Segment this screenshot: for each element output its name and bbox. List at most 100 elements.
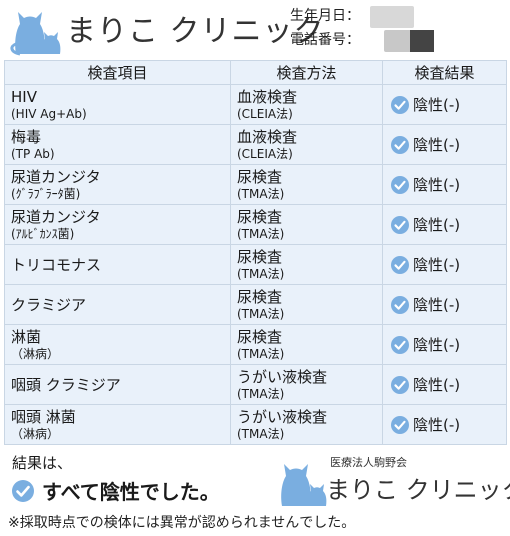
test-result-cell: 陰性(-) bbox=[382, 164, 507, 205]
test-item-name: HIV bbox=[11, 87, 37, 106]
table-row: 咽頭 クラミジア うがい液検査 (TMA法) 陰性(-) bbox=[4, 364, 507, 405]
test-item-subname: （淋病） bbox=[11, 426, 60, 441]
header-test-method: 検査方法 bbox=[230, 60, 383, 85]
check-circle-icon bbox=[391, 295, 409, 314]
test-method-detail: (TMA法) bbox=[237, 346, 285, 361]
check-circle-icon bbox=[391, 135, 409, 154]
test-result-cell: 陰性(-) bbox=[382, 204, 507, 245]
test-result-text: 陰性(-) bbox=[413, 176, 461, 194]
test-method-cell: 血液検査 (CLEIA法) bbox=[230, 124, 383, 165]
test-method-cell: 血液検査 (CLEIA法) bbox=[230, 84, 383, 125]
test-result-text: 陰性(-) bbox=[413, 416, 461, 434]
test-method-cell: 尿検査 (TMA法) bbox=[230, 284, 383, 325]
test-method-name: 尿検査 bbox=[237, 287, 283, 306]
test-result: 陰性(-) bbox=[391, 94, 500, 115]
test-results-table: 検査項目 検査方法 検査結果 HIV (HIV Ag+Ab) 血液検査 (CLEIA法… bbox=[4, 60, 507, 445]
result-label: 結果は、 bbox=[12, 454, 73, 472]
footer-note: ※採取時点での検体には異常が認められませんでした。 bbox=[8, 515, 356, 531]
test-item-name: 咽頭 淋菌 bbox=[11, 407, 76, 426]
test-method-name: 血液検査 bbox=[237, 87, 298, 106]
test-item-cell: 梅毒 (TP Ab) bbox=[4, 124, 231, 165]
test-result: 陰性(-) bbox=[391, 174, 500, 195]
test-result-cell: 陰性(-) bbox=[382, 124, 507, 165]
test-method-cell: 尿検査 (TMA法) bbox=[230, 204, 383, 245]
test-result: 陰性(-) bbox=[391, 254, 500, 275]
test-result-cell: 陰性(-) bbox=[382, 244, 507, 285]
check-circle-icon bbox=[391, 215, 409, 234]
table-row: トリコモナス 尿検査 (TMA法) 陰性(-) bbox=[4, 244, 507, 285]
test-item-name: 梅毒 bbox=[11, 127, 42, 146]
test-method-detail: (TMA法) bbox=[237, 386, 285, 401]
table-row: クラミジア 尿検査 (TMA法) 陰性(-) bbox=[4, 284, 507, 325]
test-method-cell: うがい液検査 (TMA法) bbox=[230, 404, 383, 445]
test-item-cell: 尿道カンジタ (ｸﾞﾗﾌﾞﾗｰﾀ菌) bbox=[4, 164, 231, 205]
test-item-cell: 淋菌 （淋病） bbox=[4, 324, 231, 365]
test-item-subname: (ｸﾞﾗﾌﾞﾗｰﾀ菌) bbox=[11, 186, 81, 201]
test-method-name: 血液検査 bbox=[237, 127, 298, 146]
check-circle-icon bbox=[391, 175, 409, 194]
redacted-phone-a bbox=[384, 30, 416, 52]
test-item-cell: 尿道カンジタ (ｱﾙﾋﾞｶﾝｽ菌) bbox=[4, 204, 231, 245]
clinic-name-logo: まりこ クリニック bbox=[66, 14, 325, 49]
test-result: 陰性(-) bbox=[391, 134, 500, 155]
test-method-name: 尿検査 bbox=[237, 247, 283, 266]
result-summary: すべて陰性でした。 bbox=[12, 476, 220, 505]
test-item-name: 尿道カンジタ bbox=[11, 207, 101, 226]
test-result-cell: 陰性(-) bbox=[382, 324, 507, 365]
corporation-label: 医療法人駒野会 bbox=[330, 456, 407, 469]
redacted-phone-b bbox=[410, 30, 434, 52]
test-item-subname: (ｱﾙﾋﾞｶﾝｽ菌) bbox=[11, 226, 75, 241]
test-method-detail: (CLEIA法) bbox=[237, 146, 293, 161]
test-item-cell: HIV (HIV Ag+Ab) bbox=[4, 84, 231, 125]
test-item-name: 尿道カンジタ bbox=[11, 167, 101, 186]
test-result-text: 陰性(-) bbox=[413, 256, 461, 274]
test-result-text: 陰性(-) bbox=[413, 296, 461, 314]
cat-logo-icon bbox=[281, 464, 327, 506]
test-method-cell: うがい液検査 (TMA法) bbox=[230, 364, 383, 405]
test-result: 陰性(-) bbox=[391, 334, 500, 355]
table-row: 梅毒 (TP Ab) 血液検査 (CLEIA法) 陰性(-) bbox=[4, 124, 507, 165]
test-method-name: 尿検査 bbox=[237, 327, 283, 346]
check-circle-icon bbox=[12, 479, 34, 502]
test-item-cell: トリコモナス bbox=[4, 244, 231, 285]
test-result-cell: 陰性(-) bbox=[382, 84, 507, 125]
test-item-cell: クラミジア bbox=[4, 284, 231, 325]
table-row: 尿道カンジタ (ｸﾞﾗﾌﾞﾗｰﾀ菌) 尿検査 (TMA法) 陰性(-) bbox=[4, 164, 507, 205]
patient-info-labels: 生年月日： 電話番号： bbox=[290, 4, 360, 52]
check-circle-icon bbox=[391, 255, 409, 274]
test-item-subname: (HIV Ag+Ab) bbox=[11, 106, 87, 121]
test-result: 陰性(-) bbox=[391, 214, 500, 235]
test-method-detail: (TMA法) bbox=[237, 186, 285, 201]
redacted-birth-date bbox=[370, 6, 414, 28]
check-circle-icon bbox=[391, 335, 409, 354]
test-method-cell: 尿検査 (TMA法) bbox=[230, 164, 383, 205]
birth-date-label: 生年月日： bbox=[290, 8, 360, 24]
test-method-name: うがい液検査 bbox=[237, 407, 328, 426]
test-method-cell: 尿検査 (TMA法) bbox=[230, 244, 383, 285]
test-item-subname: (TP Ab) bbox=[11, 146, 55, 161]
test-result-cell: 陰性(-) bbox=[382, 404, 507, 445]
test-result: 陰性(-) bbox=[391, 414, 500, 435]
table-row: 咽頭 淋菌 （淋病） うがい液検査 (TMA法) 陰性(-) bbox=[4, 404, 507, 445]
test-result-text: 陰性(-) bbox=[413, 136, 461, 154]
test-result-text: 陰性(-) bbox=[413, 96, 461, 114]
test-method-detail: (TMA法) bbox=[237, 266, 285, 281]
test-item-name: 咽頭 クラミジア bbox=[11, 375, 121, 394]
test-item-subname: （淋病） bbox=[11, 346, 60, 361]
table-header-row: 検査項目 検査方法 検査結果 bbox=[4, 60, 507, 85]
footer-clinic-name: まりこ クリニック bbox=[326, 476, 510, 504]
check-circle-icon bbox=[391, 95, 409, 114]
test-item-name: トリコモナス bbox=[11, 255, 102, 274]
test-item-cell: 咽頭 クラミジア bbox=[4, 364, 231, 405]
footer: 結果は、 すべて陰性でした。 医療法人駒野会 まりこ クリニック ※採取時点での… bbox=[0, 450, 510, 536]
test-result-cell: 陰性(-) bbox=[382, 284, 507, 325]
test-item-name: クラミジア bbox=[11, 295, 87, 314]
test-result-text: 陰性(-) bbox=[413, 216, 461, 234]
header-test-result: 検査結果 bbox=[382, 60, 507, 85]
test-method-detail: (TMA法) bbox=[237, 426, 285, 441]
test-method-name: 尿検査 bbox=[237, 167, 283, 186]
test-method-detail: (CLEIA法) bbox=[237, 106, 293, 121]
test-method-cell: 尿検査 (TMA法) bbox=[230, 324, 383, 365]
table-row: 尿道カンジタ (ｱﾙﾋﾞｶﾝｽ菌) 尿検査 (TMA法) 陰性(-) bbox=[4, 204, 507, 245]
test-result: 陰性(-) bbox=[391, 294, 500, 315]
